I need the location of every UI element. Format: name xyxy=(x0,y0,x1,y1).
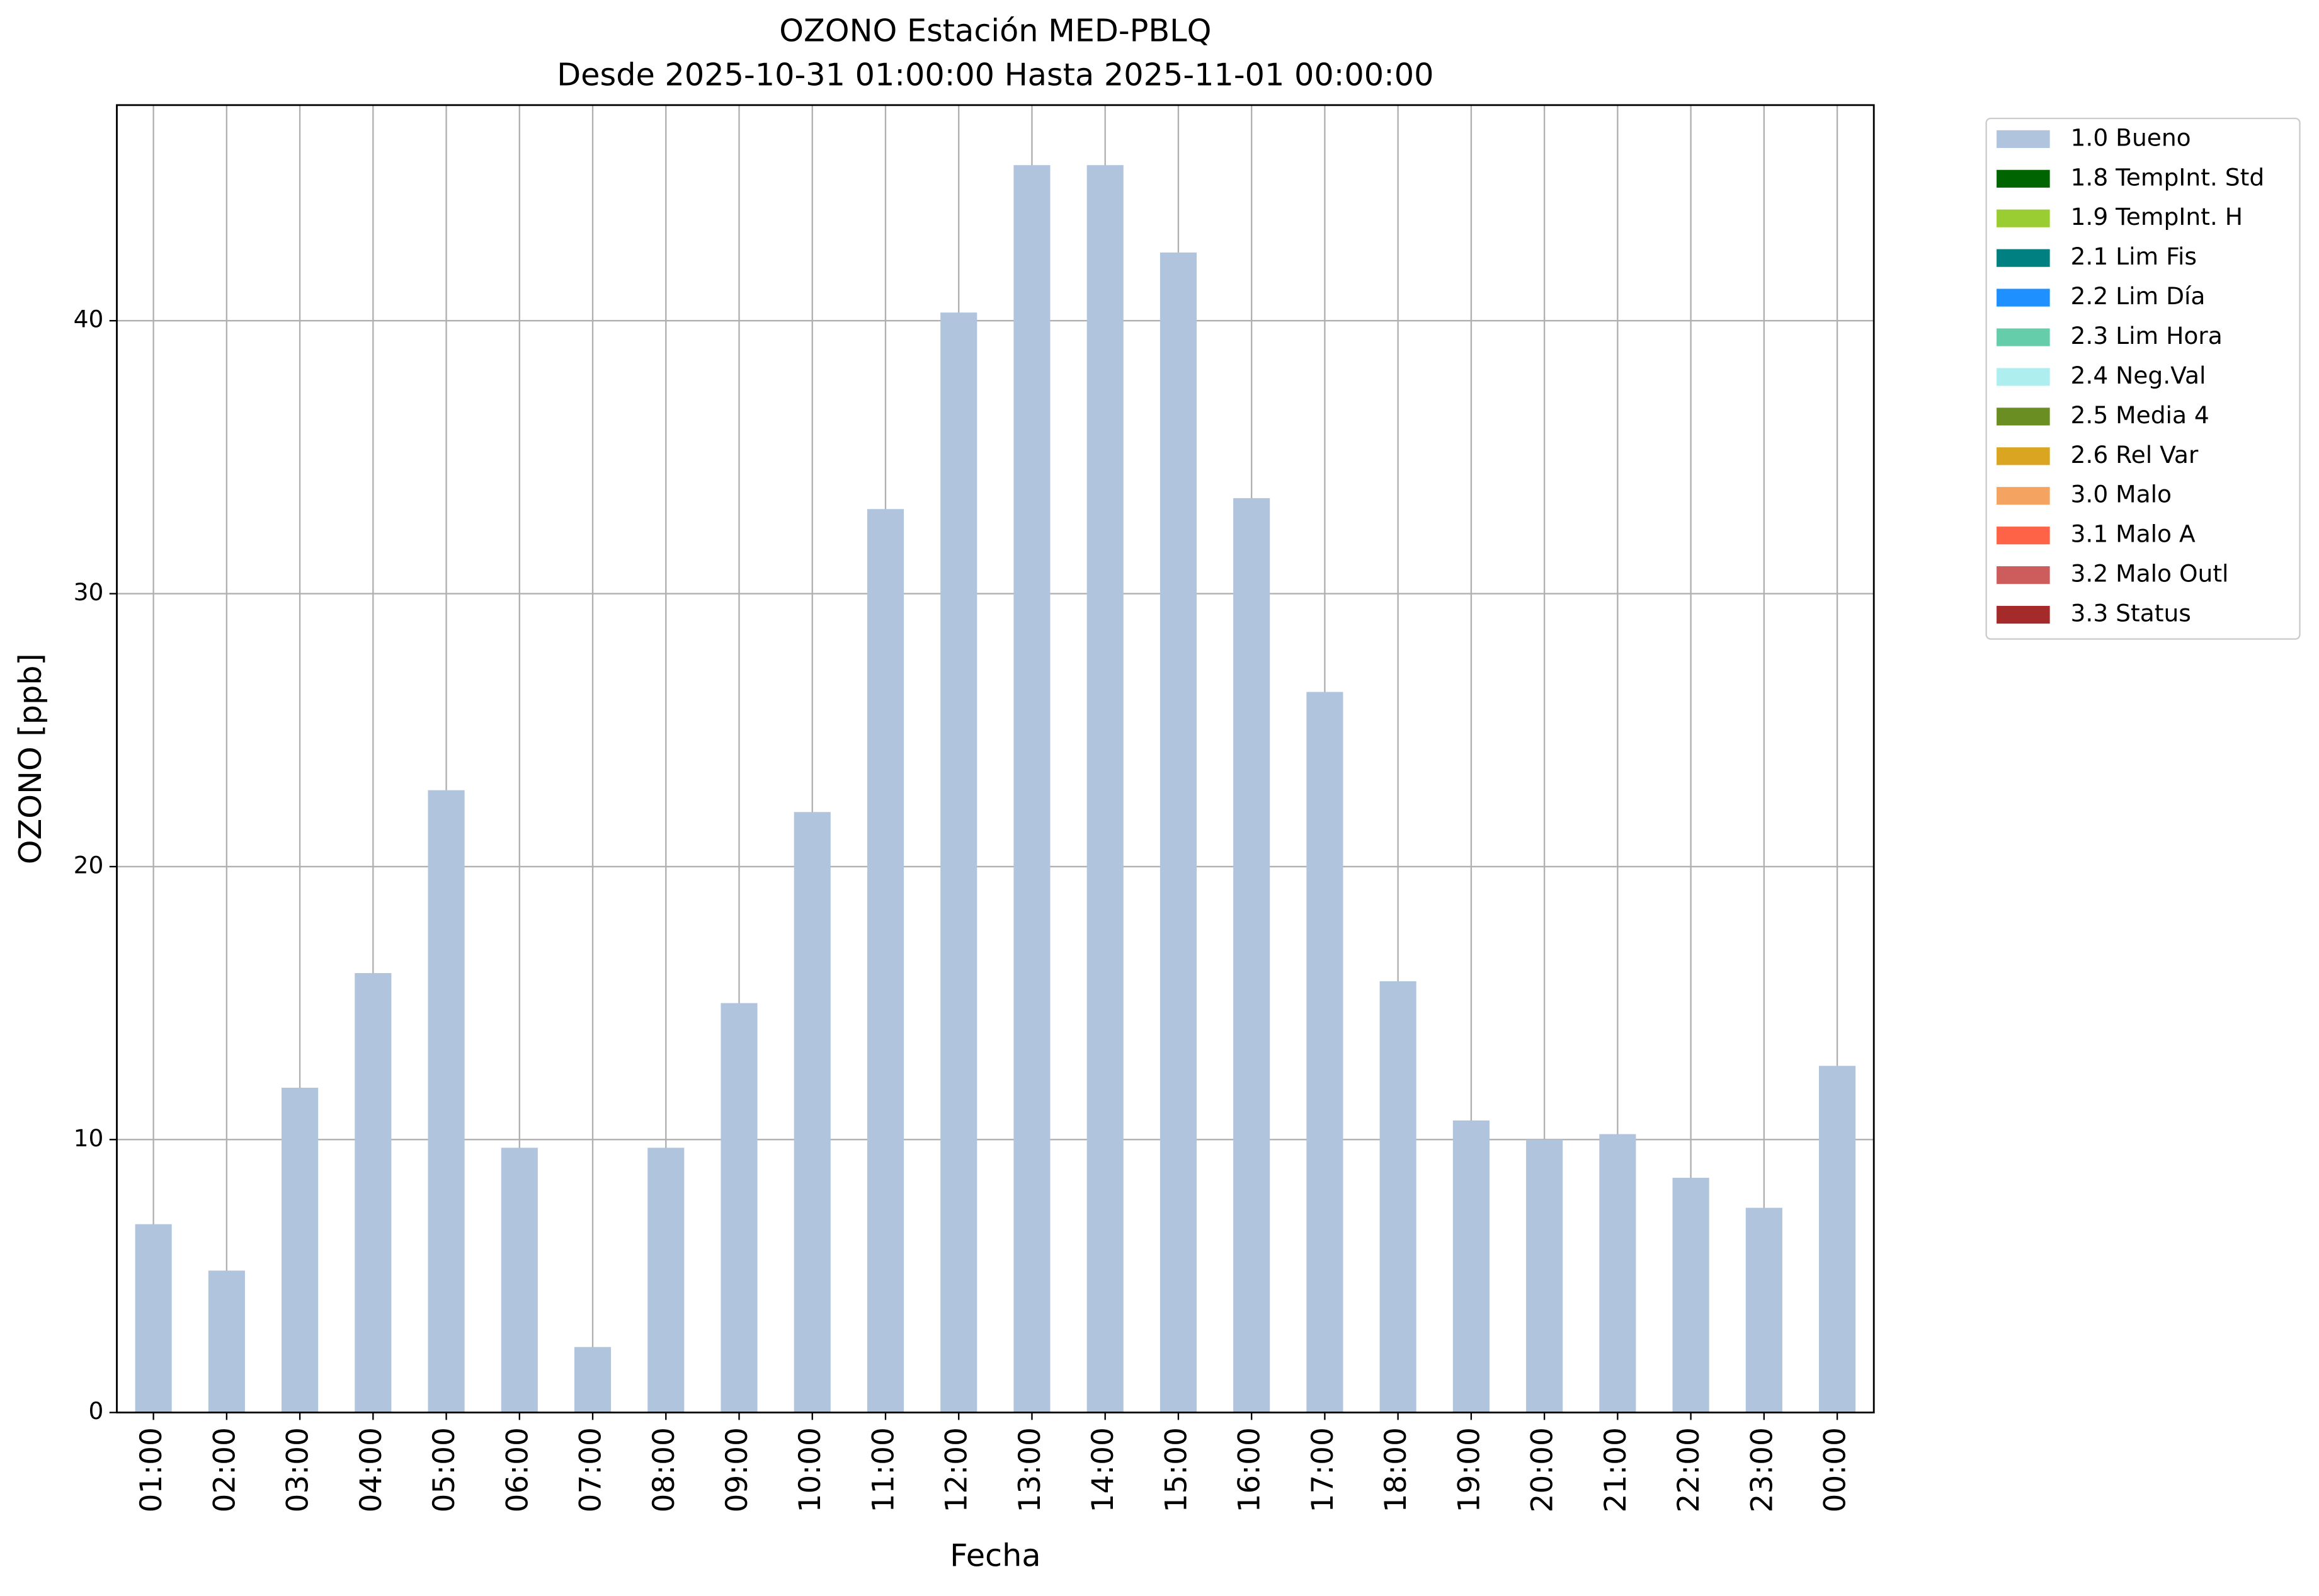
bar xyxy=(1745,1207,1782,1413)
x-tick-label: 12:00 xyxy=(940,1427,974,1512)
legend-swatch xyxy=(1997,527,2050,545)
legend-swatch xyxy=(1997,408,2050,426)
legend-label: 3.1 Malo A xyxy=(2071,520,2196,548)
legend-swatch xyxy=(1997,566,2050,584)
plot-frame xyxy=(116,104,1875,1414)
legend-swatch xyxy=(1997,368,2050,386)
x-tick-label: 23:00 xyxy=(1745,1427,1779,1512)
y-tick-label: 0 xyxy=(88,1397,103,1425)
chart-title: OZONO Estación MED-PBLQ xyxy=(779,12,1211,48)
y-tick-label: 40 xyxy=(74,305,104,333)
bar xyxy=(428,790,465,1413)
bar xyxy=(1160,252,1197,1413)
bar xyxy=(1599,1134,1636,1413)
x-tick-label: 06:00 xyxy=(500,1427,535,1512)
legend-label: 2.1 Lim Fis xyxy=(2071,242,2197,270)
y-tick-label: 30 xyxy=(74,578,104,606)
legend-label: 3.3 Status xyxy=(2071,600,2191,627)
x-tick-label: 04:00 xyxy=(354,1427,389,1512)
bar xyxy=(501,1148,538,1413)
x-tick-label: 00:00 xyxy=(1818,1427,1853,1512)
bar xyxy=(135,1224,172,1413)
legend-label: 2.2 Lim Día xyxy=(2071,282,2206,310)
legend-label: 2.6 Rel Var xyxy=(2071,441,2199,469)
x-tick-label: 05:00 xyxy=(427,1427,462,1512)
legend-box xyxy=(1985,117,2301,640)
plot-area: 0 10 20 30 40 01:00 02:00 03:00 04:00 05:00 06:00 0… xyxy=(74,105,1874,1512)
bar xyxy=(1672,1177,1709,1413)
x-tick-label: 07:00 xyxy=(574,1427,608,1512)
legend-swatch xyxy=(1997,209,2050,227)
y-axis-label: OZONO [ppb] xyxy=(12,653,48,864)
bar xyxy=(1013,165,1051,1413)
y-tick-label: 10 xyxy=(74,1124,104,1152)
x-tick-label: 01:00 xyxy=(134,1427,169,1512)
x-tick-label: 11:00 xyxy=(866,1427,901,1512)
x-tick-label: 09:00 xyxy=(720,1427,755,1512)
bar xyxy=(940,312,977,1413)
x-tick-label: 14:00 xyxy=(1086,1427,1120,1512)
x-tick-label: 20:00 xyxy=(1525,1427,1560,1512)
legend-label: 2.5 Media 4 xyxy=(2071,401,2209,429)
x-tick-label: 15:00 xyxy=(1159,1427,1194,1512)
legend: 1.0 Bueno 1.8 TempInt. Std 1.9 TempInt. H 2… xyxy=(1997,123,2264,627)
x-tick-label: 22:00 xyxy=(1672,1427,1706,1512)
bar xyxy=(1086,165,1124,1413)
bar xyxy=(1526,1139,1563,1413)
legend-label: 1.8 TempInt. Std xyxy=(2071,163,2265,191)
legend-swatch xyxy=(1997,288,2050,307)
x-axis-label: Fecha xyxy=(950,1537,1041,1573)
x-tick-label: 21:00 xyxy=(1598,1427,1633,1512)
bar xyxy=(1452,1120,1490,1413)
bar xyxy=(208,1270,245,1413)
bar xyxy=(282,1087,319,1413)
legend-label: 3.2 Malo Outl xyxy=(2071,560,2229,588)
legend-swatch xyxy=(1997,169,2050,188)
x-tick-label: 16:00 xyxy=(1233,1427,1267,1512)
legend-label: 1.9 TempInt. H xyxy=(2071,203,2243,231)
x-tick-label: 19:00 xyxy=(1452,1427,1486,1512)
x-tick-label: 02:00 xyxy=(207,1427,242,1512)
x-tick-label: 18:00 xyxy=(1379,1427,1413,1512)
legend-swatch xyxy=(1997,249,2050,267)
legend-swatch xyxy=(1997,130,2050,148)
bar xyxy=(574,1347,612,1413)
bar xyxy=(647,1148,685,1413)
legend-label: 2.3 Lim Hora xyxy=(2071,322,2223,350)
legend-label: 2.4 Neg.Val xyxy=(2071,362,2206,389)
x-tick-label: 17:00 xyxy=(1306,1427,1340,1512)
bar xyxy=(1379,981,1416,1413)
legend-label: 1.0 Bueno xyxy=(2071,123,2191,151)
bar xyxy=(1233,498,1270,1413)
x-tick-label: 10:00 xyxy=(793,1427,828,1512)
bar xyxy=(1306,692,1343,1413)
x-tick-label: 13:00 xyxy=(1013,1427,1047,1512)
y-tick-label: 20 xyxy=(74,851,104,879)
x-tick-label: 08:00 xyxy=(647,1427,681,1512)
legend-swatch xyxy=(1997,328,2050,346)
legend-label: 3.0 Malo xyxy=(2071,481,2172,508)
bar xyxy=(867,509,904,1413)
bar xyxy=(721,1003,758,1413)
legend-swatch xyxy=(1997,487,2050,505)
bar xyxy=(794,812,831,1413)
bar xyxy=(1819,1066,1856,1413)
bar xyxy=(355,972,392,1413)
x-tick-label: 03:00 xyxy=(281,1427,316,1512)
legend-swatch xyxy=(1997,605,2050,624)
legend-swatch xyxy=(1997,447,2050,465)
chart-subtitle: Desde 2025-10-31 01:00:00 Hasta 2025-11-… xyxy=(557,57,1433,93)
